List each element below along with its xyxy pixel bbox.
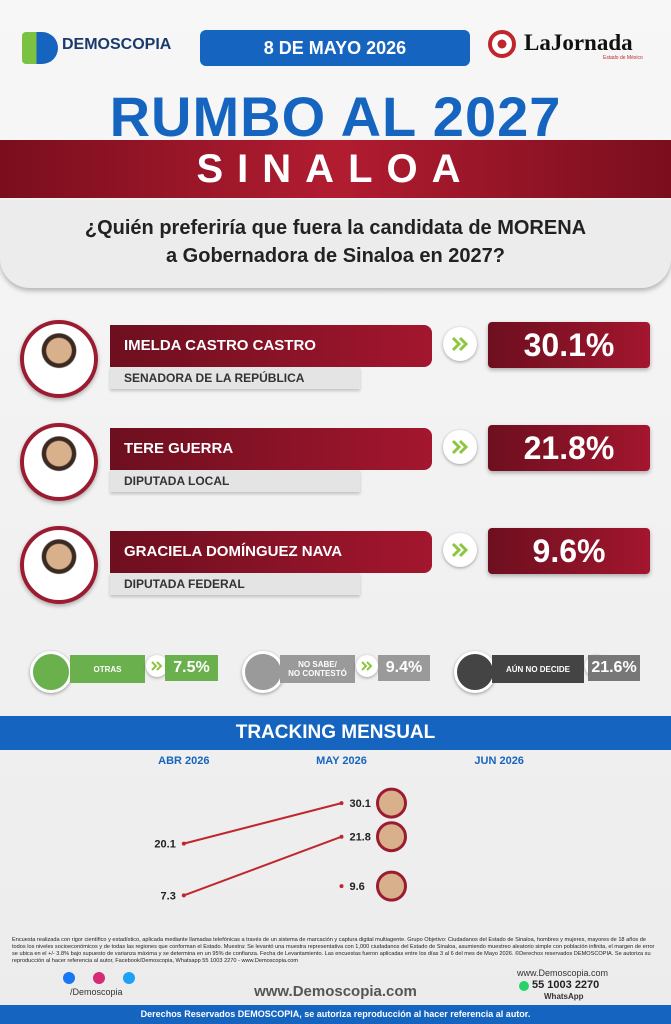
value-label: 21.8 [350,832,371,844]
phone-label: WhatsApp [544,992,584,1001]
contact-site: www.Demoscopia.com [517,968,609,978]
option-percent: 21.6% [588,655,640,681]
chevron-circle [146,655,168,677]
option-label-line: AÚN NO DECIDE [505,664,570,674]
candidate-photo [20,526,98,604]
option-label-line: NO SABE/ [298,660,337,669]
x-tick-label: MAY 2026 [316,755,367,767]
x-tick-label: ABR 2026 [158,755,209,767]
x-tick-label: JUN 2026 [474,755,524,767]
candidate-name: GRACIELA DOMÍNGUEZ NAVA [110,531,432,573]
chevron [451,336,469,352]
chevron-circle [443,327,477,361]
date: 8 DE MAYO 2026 [200,30,470,66]
candidate-photo [20,320,98,398]
logo-mark [22,32,58,64]
logo: DEMOSCOPIA [62,36,172,53]
candidate-photo [20,423,98,501]
value-label: 7.3 [161,890,176,902]
candidate-percent: 30.1% [488,322,650,368]
social-icons [63,972,135,984]
point [181,841,186,846]
line [183,802,342,845]
line [183,835,342,897]
value-label: 30.1 [350,798,371,810]
value-label: 9.6 [350,881,365,893]
chevron [451,439,469,455]
candidate-role: SENADORA DE LA REPÚBLICA [110,367,360,389]
option-label: OTRAS [70,655,145,683]
chevron-circle [356,655,378,677]
candidate-role: DIPUTADA LOCAL [110,470,360,492]
option-percent: 7.5% [165,655,218,681]
candidate-role: DIPUTADA FEDERAL [110,573,360,595]
methodology: Encuesta realizada con rigor científico … [12,937,655,964]
option-label-line: NO CONTESTÓ [288,669,347,678]
point [181,893,186,898]
option-percent: 9.4% [378,655,430,681]
state-band [0,140,671,198]
candidate-percent: 21.8% [488,425,650,471]
option-icon [30,651,72,693]
tracking-title: TRACKING MENSUAL [235,722,436,743]
website: www.Demoscopia.com [254,983,417,1000]
whatsapp-icon [519,981,529,991]
question-line: ¿Quién preferiría que fuera la candidata… [84,217,587,239]
point [339,801,344,806]
partner: LaJornada [524,30,633,55]
chevron-circle [443,430,477,464]
phone: 55 1003 2270 [532,979,600,991]
candidate-thumb [376,870,407,902]
tracking-band [0,716,671,750]
option-label: NO SABE/NO CONTESTÓ [280,655,355,683]
social-handle: /Demoscopia [70,987,123,997]
candidate-name: IMELDA CASTRO CASTRO [110,325,432,367]
option-label-line: OTRAS [93,664,122,674]
state: SINALOA [196,147,475,191]
question-line: a Gobernadora de Sinaloa en 2027? [165,245,505,267]
candidate-percent: 9.6% [488,528,650,574]
chevron [151,661,163,671]
question-box [0,200,671,288]
option-label: AÚN NO DECIDE [492,655,584,683]
candidate-name: TERE GUERRA [110,428,432,470]
option-icon [454,651,496,693]
chevron [451,542,469,558]
rights: Derechos Reservados DEMOSCOPIA, se autor… [0,1005,671,1024]
partner-sub: Estado de México [603,55,643,61]
chevron-circle [443,533,477,567]
title: RUMBO AL 2027 [109,85,562,148]
partner-mark [488,30,516,58]
point [339,834,344,839]
value-label: 20.1 [154,839,175,851]
candidate-thumb [376,821,407,853]
chevron [361,661,373,671]
option-icon [242,651,284,693]
tracking-chart: ABR 2026 MAY 2026 JUN 2026 20.1 30.1 7.3 21.8 9… [154,755,524,902]
candidate-thumb [376,787,407,819]
point [339,884,344,889]
